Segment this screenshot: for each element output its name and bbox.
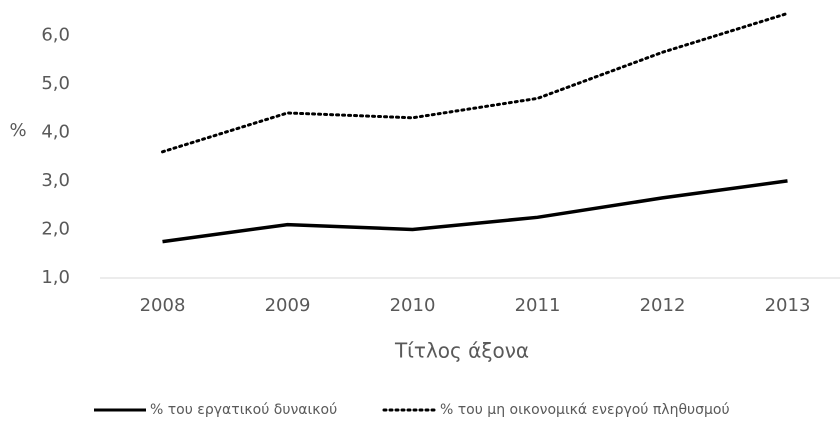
- x-tick-label: 2010: [390, 295, 436, 316]
- y-tick-label: 2,0: [41, 218, 70, 239]
- x-tick-label: 2011: [515, 295, 561, 316]
- y-tick-label: 4,0: [41, 121, 70, 142]
- legend-label: % του εργατικού δυναικού: [150, 402, 337, 418]
- y-tick-label: 1,0: [41, 267, 70, 288]
- series-line: [161, 11, 789, 154]
- x-tick-label: 2012: [640, 295, 686, 316]
- y-tick-label: 6,0: [41, 24, 70, 45]
- x-tick-label: 2013: [765, 295, 811, 316]
- y-axis-label: %: [9, 120, 26, 141]
- x-tick-label: 2008: [140, 295, 186, 316]
- y-tick-label: 3,0: [41, 170, 70, 191]
- y-tick-label: 5,0: [41, 73, 70, 94]
- legend-label: % του μη οικονομικά ενεργού πληθυσμού: [440, 402, 730, 418]
- x-tick-label: 2009: [265, 295, 311, 316]
- series-line: [162, 179, 788, 244]
- x-axis-label: Τίτλος άξονα: [394, 339, 529, 363]
